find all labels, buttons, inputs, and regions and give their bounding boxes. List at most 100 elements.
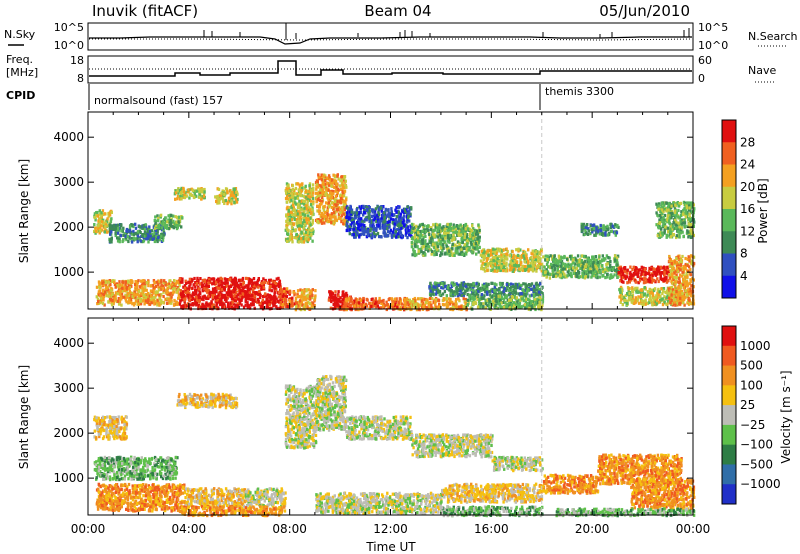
power-cell: [128, 295, 131, 300]
power-cell: [338, 184, 342, 188]
power-cell: [227, 306, 231, 310]
power-cell: [152, 299, 155, 303]
power-cell: [226, 278, 230, 282]
power-cell: [290, 192, 294, 196]
power-cell: [477, 250, 480, 254]
power-cell: [349, 297, 353, 301]
power-cell: [186, 294, 189, 298]
power-cell: [460, 293, 463, 298]
power-cell: [383, 226, 387, 230]
power-cell: [279, 283, 282, 287]
power-cell: [220, 191, 223, 195]
power-cell: [379, 223, 382, 227]
power-cell: [277, 276, 280, 280]
power-cell: [408, 219, 411, 223]
power-cell: [290, 229, 294, 234]
power-cell: [238, 301, 242, 305]
power-cell: [233, 200, 236, 204]
power-cell: [187, 296, 190, 300]
power-cell: [134, 282, 137, 287]
power-cell: [303, 202, 306, 206]
power-cell: [268, 281, 271, 286]
power-cell: [460, 233, 463, 237]
power-cell: [397, 211, 401, 215]
power-cell: [429, 289, 432, 293]
power-cell: [365, 304, 369, 308]
power-cell: [357, 217, 360, 221]
power-cell: [137, 294, 141, 298]
power-cell: [332, 303, 335, 307]
power-cell: [362, 225, 366, 229]
power-cell: [513, 260, 516, 264]
power-cell: [302, 240, 305, 244]
power-cell: [113, 282, 117, 286]
power-cell: [384, 207, 387, 211]
power-cell: [291, 184, 294, 188]
power-cell: [289, 235, 292, 239]
power-cell: [222, 287, 226, 291]
power-cell: [110, 303, 114, 307]
power-cell: [290, 235, 293, 239]
power-cell: [95, 285, 99, 289]
power-cell: [156, 290, 159, 294]
power-cell: [328, 213, 332, 217]
power-cell: [459, 223, 462, 227]
power-cell: [405, 220, 409, 224]
power-cell: [98, 293, 101, 297]
power-cell: [332, 192, 335, 196]
power-cell: [470, 233, 473, 237]
power-cell: [233, 306, 237, 310]
power-cell: [341, 298, 344, 302]
power-cell: [309, 302, 312, 306]
power-cell: [445, 231, 448, 235]
power-cell: [284, 304, 287, 309]
power-cell: [367, 212, 370, 216]
power-cell: [142, 293, 146, 297]
power-cell: [431, 288, 435, 292]
power-cell: [114, 285, 117, 289]
power-cell: [465, 235, 469, 239]
power-cell: [416, 236, 420, 240]
power-cell: [279, 299, 282, 303]
power-cell: [418, 240, 421, 244]
power-cell: [161, 284, 164, 288]
power-cell: [397, 227, 401, 231]
power-cell: [96, 214, 100, 218]
power-cell: [158, 238, 162, 242]
power-cell: [217, 293, 220, 297]
power-cell: [379, 206, 383, 210]
power-cell: [485, 284, 488, 288]
power-cell: [120, 292, 124, 296]
power-cell: [171, 225, 174, 229]
power-cell: [531, 260, 535, 264]
power-cell: [436, 243, 439, 247]
power-cell: [294, 296, 298, 301]
power-cell: [307, 194, 310, 198]
power-cell: [414, 240, 417, 244]
power-cell: [216, 194, 219, 199]
power-cell: [384, 304, 387, 308]
power-cell: [241, 286, 245, 290]
power-cell: [268, 303, 271, 307]
power-cell: [464, 251, 467, 255]
power-cell: [208, 278, 211, 282]
power-cell: [162, 228, 165, 232]
power-cell: [457, 246, 461, 250]
power-cell: [436, 223, 439, 227]
power-cell: [350, 218, 354, 222]
power-cell: [368, 206, 371, 210]
power-cell: [494, 268, 498, 272]
power-cell: [300, 240, 303, 244]
power-cell: [521, 268, 524, 272]
power-cell: [509, 260, 512, 264]
power-cell: [326, 176, 329, 181]
power-region: [178, 276, 282, 311]
power-cell: [478, 230, 481, 234]
power-cell: [296, 289, 300, 293]
power-cell: [467, 227, 470, 231]
power-cell: [357, 301, 361, 305]
power-cell: [290, 237, 294, 241]
power-cell: [244, 292, 248, 297]
power-cell: [514, 282, 517, 286]
power-cell: [203, 295, 207, 299]
